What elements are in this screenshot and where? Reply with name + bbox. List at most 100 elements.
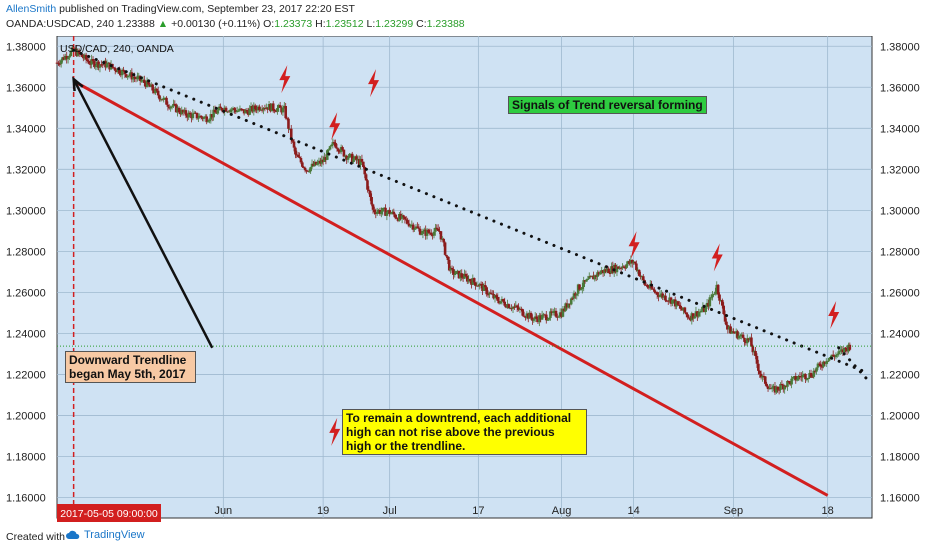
candle-body bbox=[554, 310, 558, 317]
candle-body bbox=[795, 378, 799, 381]
candle-body bbox=[732, 331, 735, 333]
candle-body bbox=[368, 190, 372, 197]
x-tick-label: Jun bbox=[214, 505, 232, 517]
candle-body bbox=[781, 385, 785, 390]
candle-body bbox=[701, 306, 705, 311]
candle-body bbox=[177, 107, 181, 113]
current-date-label: 2017-05-05 09:00:00 bbox=[60, 508, 158, 520]
candle-body bbox=[526, 313, 530, 319]
downtrend-support-line[interactable] bbox=[72, 79, 829, 497]
candle-body bbox=[266, 107, 269, 110]
candle-body bbox=[758, 370, 762, 374]
candle-body bbox=[495, 295, 498, 298]
x-tick-label: 19 bbox=[317, 505, 329, 517]
lightning-bolt-icon bbox=[628, 231, 640, 260]
candle-body bbox=[506, 304, 509, 308]
candle-body bbox=[105, 63, 109, 68]
candle-body bbox=[141, 79, 145, 81]
candle-body bbox=[149, 84, 153, 87]
candle-body bbox=[251, 106, 254, 112]
candle-body bbox=[212, 109, 215, 118]
candle-body bbox=[337, 148, 340, 152]
candle-body bbox=[621, 266, 624, 269]
candle-body bbox=[392, 211, 396, 215]
candle-body bbox=[586, 278, 590, 280]
candle-body bbox=[126, 75, 129, 78]
candle-body bbox=[158, 95, 161, 100]
candle-body bbox=[325, 150, 329, 160]
candle-body bbox=[249, 106, 253, 109]
y-tick-label-left: 1.22000 bbox=[6, 369, 46, 381]
candle-body bbox=[348, 153, 351, 158]
candle-body bbox=[295, 154, 299, 156]
candle-body bbox=[779, 384, 782, 390]
candle-body bbox=[366, 180, 369, 190]
candle-body bbox=[683, 307, 687, 313]
candle-body bbox=[332, 142, 336, 144]
tradingview-logo[interactable]: TradingView bbox=[66, 529, 145, 541]
candle-body bbox=[783, 385, 786, 390]
candle-body bbox=[389, 213, 393, 215]
candle-body bbox=[696, 311, 699, 317]
candle-body bbox=[454, 271, 458, 275]
candle-body bbox=[761, 375, 764, 378]
annotation-downtrend-rule: To remain a downtrend, each additional h… bbox=[342, 409, 587, 455]
candle-body bbox=[155, 88, 159, 91]
candle-body bbox=[660, 293, 663, 295]
candle-body bbox=[539, 315, 543, 320]
candle-body bbox=[388, 210, 391, 215]
candle-body bbox=[188, 112, 192, 115]
candle-body bbox=[766, 386, 770, 389]
candle-body bbox=[665, 300, 669, 302]
candle-body bbox=[748, 337, 752, 341]
candle-body bbox=[375, 211, 379, 214]
candle-body bbox=[442, 238, 446, 243]
candle-body bbox=[752, 351, 756, 353]
candle-body bbox=[334, 142, 337, 148]
high-label: H: bbox=[315, 18, 326, 30]
lightning-bolt-icon bbox=[368, 69, 380, 98]
candle-body bbox=[402, 215, 405, 217]
candle-body bbox=[664, 295, 667, 301]
candle-body bbox=[576, 284, 580, 294]
candle-body bbox=[330, 144, 333, 147]
candle-body bbox=[705, 302, 709, 308]
author-link[interactable]: AllenSmith bbox=[6, 3, 57, 15]
candle-body bbox=[558, 312, 562, 317]
price-chart[interactable]: 1.16000 1.16000 1.18000 1.18000 1.20000 1.200… bbox=[0, 36, 932, 522]
candle-body bbox=[436, 228, 440, 231]
candle-body bbox=[698, 311, 702, 313]
candle-body bbox=[524, 316, 527, 318]
candle-body bbox=[630, 260, 634, 264]
candle-body bbox=[357, 158, 361, 166]
candle-body bbox=[324, 157, 328, 160]
candle-body bbox=[82, 56, 85, 59]
candle-body bbox=[737, 335, 741, 339]
dotted-resistance-trendline[interactable] bbox=[837, 346, 868, 381]
candle-body bbox=[546, 319, 549, 321]
candle-body bbox=[511, 306, 515, 309]
candle-body bbox=[607, 268, 610, 273]
candle-body bbox=[672, 299, 676, 301]
candle-body bbox=[669, 297, 673, 304]
candle-body bbox=[148, 84, 152, 87]
candle-body bbox=[691, 313, 695, 319]
candle-body bbox=[757, 363, 760, 371]
y-tick-label-right: 1.22000 bbox=[880, 369, 920, 381]
candle-body bbox=[439, 231, 443, 240]
candle-body bbox=[741, 334, 745, 338]
candle-body bbox=[255, 109, 258, 111]
candle-body bbox=[120, 69, 124, 76]
dotted-resistance-trendline[interactable] bbox=[72, 48, 868, 374]
candle-body bbox=[726, 325, 730, 330]
candle-body bbox=[690, 313, 694, 321]
candle-body bbox=[550, 311, 554, 314]
candle-body bbox=[475, 285, 479, 287]
candle-body bbox=[371, 204, 375, 210]
candle-body bbox=[129, 72, 132, 76]
candle-body bbox=[76, 50, 80, 56]
candle-body bbox=[100, 64, 103, 66]
candle-body bbox=[280, 107, 283, 113]
candle-body bbox=[355, 156, 358, 161]
candle-body bbox=[161, 99, 164, 101]
